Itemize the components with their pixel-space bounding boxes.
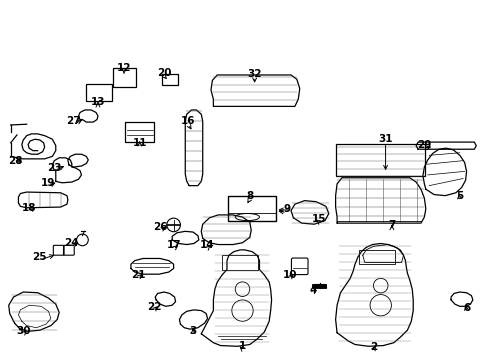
Text: 2: 2 — [369, 342, 376, 352]
Bar — [222, 255, 257, 270]
Text: 3: 3 — [189, 326, 196, 336]
Text: 16: 16 — [181, 116, 195, 126]
Text: 7: 7 — [387, 221, 395, 231]
Bar — [125, 122, 154, 142]
Text: 27: 27 — [66, 116, 81, 126]
Text: 14: 14 — [200, 240, 214, 250]
Text: 20: 20 — [156, 68, 171, 78]
Text: 29: 29 — [416, 140, 431, 150]
Text: 26: 26 — [152, 222, 167, 232]
Text: 28: 28 — [8, 156, 23, 166]
Text: 8: 8 — [246, 191, 253, 201]
Text: 19: 19 — [40, 178, 55, 188]
Text: 18: 18 — [22, 203, 36, 213]
Text: 25: 25 — [32, 252, 47, 262]
Text: 31: 31 — [378, 134, 392, 144]
Text: 22: 22 — [147, 302, 161, 312]
Text: 10: 10 — [282, 270, 297, 280]
Text: 5: 5 — [455, 191, 462, 201]
Text: 4: 4 — [308, 285, 316, 295]
Bar — [358, 250, 394, 264]
Text: 30: 30 — [16, 326, 30, 336]
Text: 9: 9 — [283, 205, 290, 215]
Bar — [335, 144, 424, 176]
Text: 15: 15 — [311, 214, 326, 224]
Text: 1: 1 — [239, 341, 245, 351]
Bar — [112, 68, 136, 87]
Bar — [162, 74, 178, 85]
Text: 17: 17 — [167, 240, 182, 250]
Text: 23: 23 — [47, 163, 61, 173]
Text: 12: 12 — [117, 63, 131, 73]
Text: 6: 6 — [462, 303, 469, 313]
Text: 21: 21 — [131, 270, 145, 280]
Bar — [86, 84, 111, 101]
Text: 11: 11 — [132, 138, 147, 148]
Text: 24: 24 — [64, 238, 79, 248]
Text: 32: 32 — [247, 69, 261, 79]
Bar — [227, 196, 276, 221]
Text: 13: 13 — [91, 97, 105, 107]
